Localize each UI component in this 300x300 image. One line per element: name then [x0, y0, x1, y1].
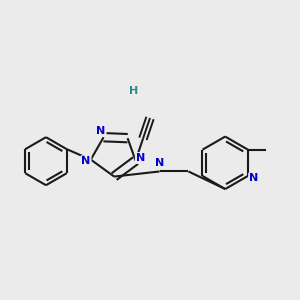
Text: H: H	[129, 86, 138, 96]
Text: N: N	[249, 173, 258, 184]
Text: N: N	[155, 158, 164, 168]
Text: N: N	[136, 153, 145, 163]
Text: N: N	[81, 156, 91, 166]
Text: N: N	[96, 126, 106, 136]
